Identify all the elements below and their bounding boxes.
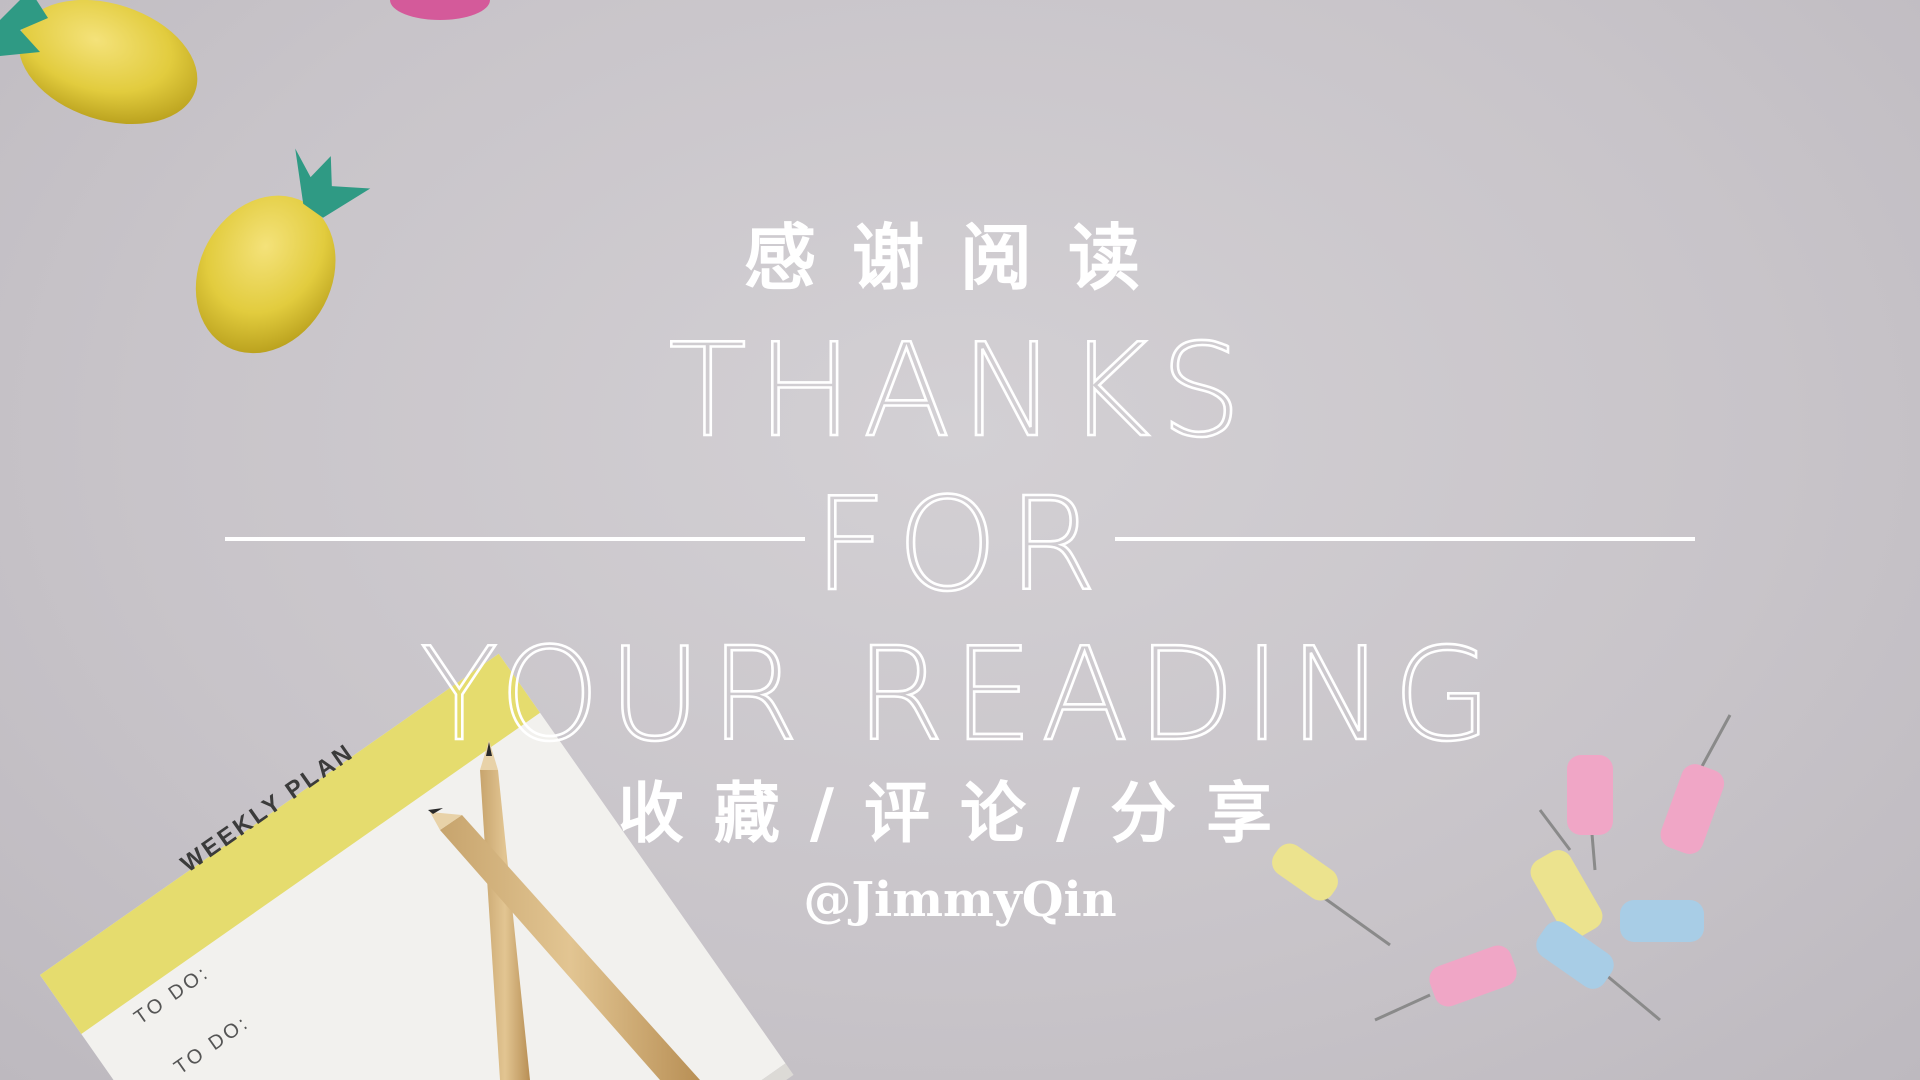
author-handle: @JimmyQin [803, 872, 1117, 928]
favorite-label: 收藏 [617, 774, 810, 852]
comment-label: 评论 [864, 774, 1056, 852]
pink-fruit-icon [390, 0, 490, 20]
pencil-icon [480, 740, 530, 1080]
divider-left [225, 537, 805, 541]
divider-right [1115, 537, 1695, 541]
push-pin-icon [1530, 809, 1603, 939]
share-label: 分享 [1110, 774, 1303, 852]
notepad-illustration [40, 653, 794, 1080]
pineapple-icon [0, 0, 198, 125]
title-cn: 感谢阅读 [743, 215, 1176, 300]
separator: / [809, 774, 864, 852]
push-pin-icon [1620, 900, 1704, 942]
title-en-line-1: THANKS [667, 317, 1252, 466]
pencil-icon [428, 808, 700, 1080]
push-pin-icon [1536, 921, 1661, 1022]
title-en-line-2: FOR [812, 471, 1107, 620]
push-pin-icon [1272, 843, 1391, 947]
push-pin-icon [1374, 945, 1517, 1022]
title-en-line-3: YOUR READING [419, 621, 1500, 770]
action-row: 收藏/评论/分享 [0, 780, 1920, 846]
push-pin-icon [1660, 714, 1732, 854]
push-pin-icon [1567, 755, 1613, 871]
separator: / [1056, 774, 1111, 852]
pineapple-icon [195, 148, 371, 354]
